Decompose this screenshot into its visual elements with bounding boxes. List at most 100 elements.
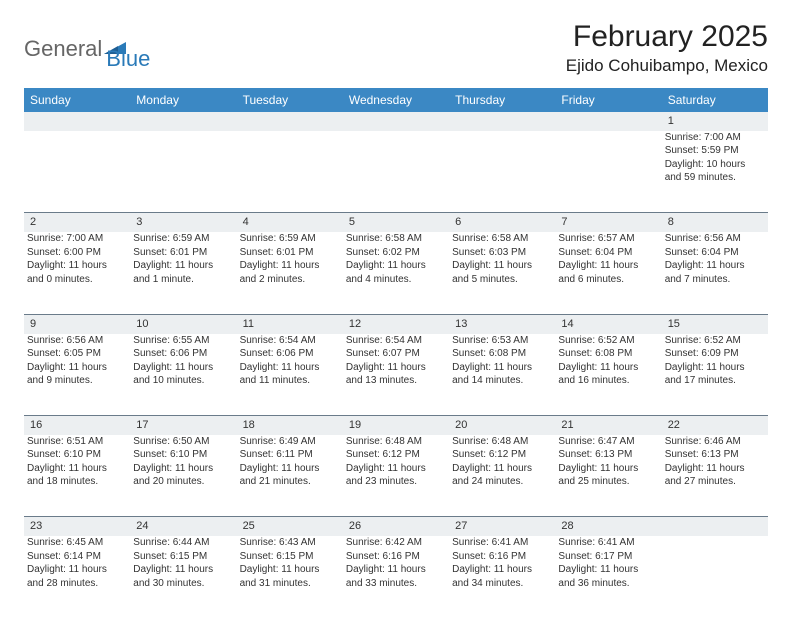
day-number: 23 — [24, 517, 130, 536]
day-cell: Sunrise: 6:58 AMSunset: 6:03 PMDaylight:… — [449, 232, 555, 314]
d1-text: Daylight: 11 hours — [346, 259, 446, 273]
calendar-table: Sunday Monday Tuesday Wednesday Thursday… — [24, 88, 768, 618]
day-number: 10 — [130, 314, 236, 333]
sunset-text: Sunset: 6:05 PM — [27, 347, 127, 361]
title-block: February 2025 Ejido Cohuibampo, Mexico — [566, 20, 768, 76]
d1-text: Daylight: 11 hours — [665, 259, 765, 273]
content-row: Sunrise: 7:00 AMSunset: 5:59 PMDaylight:… — [24, 131, 768, 213]
sunset-text: Sunset: 6:06 PM — [240, 347, 340, 361]
sunrise-text: Sunrise: 6:49 AM — [240, 435, 340, 449]
sunset-text: Sunset: 6:11 PM — [240, 448, 340, 462]
sunrise-text: Sunrise: 6:58 AM — [452, 232, 552, 246]
sunset-text: Sunset: 6:01 PM — [240, 246, 340, 260]
day-number: 13 — [449, 314, 555, 333]
day-cell: Sunrise: 7:00 AMSunset: 6:00 PMDaylight:… — [24, 232, 130, 314]
d2-text: and 7 minutes. — [665, 273, 765, 287]
day-number: 16 — [24, 416, 130, 435]
daynum-row: 232425262728 — [24, 517, 768, 536]
day-cell: Sunrise: 6:56 AMSunset: 6:04 PMDaylight:… — [662, 232, 768, 314]
page-header: General Blue February 2025 Ejido Cohuiba… — [24, 20, 768, 76]
d2-text: and 18 minutes. — [27, 475, 127, 489]
day-cell: Sunrise: 6:53 AMSunset: 6:08 PMDaylight:… — [449, 334, 555, 416]
sunset-text: Sunset: 6:09 PM — [665, 347, 765, 361]
d1-text: Daylight: 11 hours — [240, 563, 340, 577]
day-cell: Sunrise: 6:48 AMSunset: 6:12 PMDaylight:… — [449, 435, 555, 517]
day-number: 7 — [555, 213, 661, 232]
day-number: 11 — [237, 314, 343, 333]
d2-text: and 20 minutes. — [133, 475, 233, 489]
sunset-text: Sunset: 6:08 PM — [452, 347, 552, 361]
sunrise-text: Sunrise: 6:57 AM — [558, 232, 658, 246]
day-cell — [662, 536, 768, 618]
sunrise-text: Sunrise: 6:41 AM — [452, 536, 552, 550]
sunset-text: Sunset: 6:06 PM — [133, 347, 233, 361]
day-number: 18 — [237, 416, 343, 435]
sunrise-text: Sunrise: 6:56 AM — [27, 334, 127, 348]
calendar-body: 1Sunrise: 7:00 AMSunset: 5:59 PMDaylight… — [24, 112, 768, 618]
sunset-text: Sunset: 6:16 PM — [346, 550, 446, 564]
d1-text: Daylight: 11 hours — [558, 563, 658, 577]
day-number: 4 — [237, 213, 343, 232]
col-sunday: Sunday — [24, 88, 130, 112]
daynum-row: 9101112131415 — [24, 314, 768, 333]
day-number: 6 — [449, 213, 555, 232]
day-cell: Sunrise: 6:42 AMSunset: 6:16 PMDaylight:… — [343, 536, 449, 618]
d2-text: and 4 minutes. — [346, 273, 446, 287]
sunrise-text: Sunrise: 6:47 AM — [558, 435, 658, 449]
sunrise-text: Sunrise: 6:43 AM — [240, 536, 340, 550]
d1-text: Daylight: 10 hours — [665, 158, 765, 172]
d2-text: and 34 minutes. — [452, 577, 552, 591]
sunset-text: Sunset: 6:15 PM — [133, 550, 233, 564]
d1-text: Daylight: 11 hours — [27, 563, 127, 577]
daynum-row: 16171819202122 — [24, 416, 768, 435]
day-cell — [449, 131, 555, 213]
sunset-text: Sunset: 5:59 PM — [665, 144, 765, 158]
day-cell: Sunrise: 6:56 AMSunset: 6:05 PMDaylight:… — [24, 334, 130, 416]
sunrise-text: Sunrise: 6:54 AM — [346, 334, 446, 348]
day-number: 17 — [130, 416, 236, 435]
day-number: 24 — [130, 517, 236, 536]
d2-text: and 2 minutes. — [240, 273, 340, 287]
sunrise-text: Sunrise: 6:51 AM — [27, 435, 127, 449]
brand-part1: General — [24, 36, 102, 62]
col-friday: Friday — [555, 88, 661, 112]
sunrise-text: Sunrise: 7:00 AM — [665, 131, 765, 145]
day-cell: Sunrise: 6:49 AMSunset: 6:11 PMDaylight:… — [237, 435, 343, 517]
day-number: 26 — [343, 517, 449, 536]
day-number — [237, 112, 343, 131]
sunset-text: Sunset: 6:10 PM — [27, 448, 127, 462]
col-tuesday: Tuesday — [237, 88, 343, 112]
sunrise-text: Sunrise: 6:59 AM — [240, 232, 340, 246]
day-number — [343, 112, 449, 131]
d1-text: Daylight: 11 hours — [240, 462, 340, 476]
d2-text: and 16 minutes. — [558, 374, 658, 388]
d1-text: Daylight: 11 hours — [452, 361, 552, 375]
d2-text: and 36 minutes. — [558, 577, 658, 591]
day-cell: Sunrise: 6:41 AMSunset: 6:16 PMDaylight:… — [449, 536, 555, 618]
d2-text: and 31 minutes. — [240, 577, 340, 591]
d1-text: Daylight: 11 hours — [27, 361, 127, 375]
brand-part2: Blue — [106, 46, 150, 72]
weekday-header-row: Sunday Monday Tuesday Wednesday Thursday… — [24, 88, 768, 112]
day-number: 27 — [449, 517, 555, 536]
d1-text: Daylight: 11 hours — [558, 462, 658, 476]
day-number: 5 — [343, 213, 449, 232]
day-number: 15 — [662, 314, 768, 333]
sunset-text: Sunset: 6:12 PM — [452, 448, 552, 462]
sunrise-text: Sunrise: 7:00 AM — [27, 232, 127, 246]
sunrise-text: Sunrise: 6:48 AM — [452, 435, 552, 449]
sunset-text: Sunset: 6:04 PM — [665, 246, 765, 260]
day-cell: Sunrise: 6:50 AMSunset: 6:10 PMDaylight:… — [130, 435, 236, 517]
day-cell: Sunrise: 6:52 AMSunset: 6:09 PMDaylight:… — [662, 334, 768, 416]
day-cell: Sunrise: 6:57 AMSunset: 6:04 PMDaylight:… — [555, 232, 661, 314]
d1-text: Daylight: 11 hours — [452, 462, 552, 476]
d2-text: and 24 minutes. — [452, 475, 552, 489]
day-cell: Sunrise: 6:55 AMSunset: 6:06 PMDaylight:… — [130, 334, 236, 416]
brand-logo: General Blue — [24, 26, 150, 72]
d1-text: Daylight: 11 hours — [27, 462, 127, 476]
d2-text: and 27 minutes. — [665, 475, 765, 489]
d2-text: and 30 minutes. — [133, 577, 233, 591]
content-row: Sunrise: 6:45 AMSunset: 6:14 PMDaylight:… — [24, 536, 768, 618]
sunset-text: Sunset: 6:13 PM — [558, 448, 658, 462]
day-number: 3 — [130, 213, 236, 232]
